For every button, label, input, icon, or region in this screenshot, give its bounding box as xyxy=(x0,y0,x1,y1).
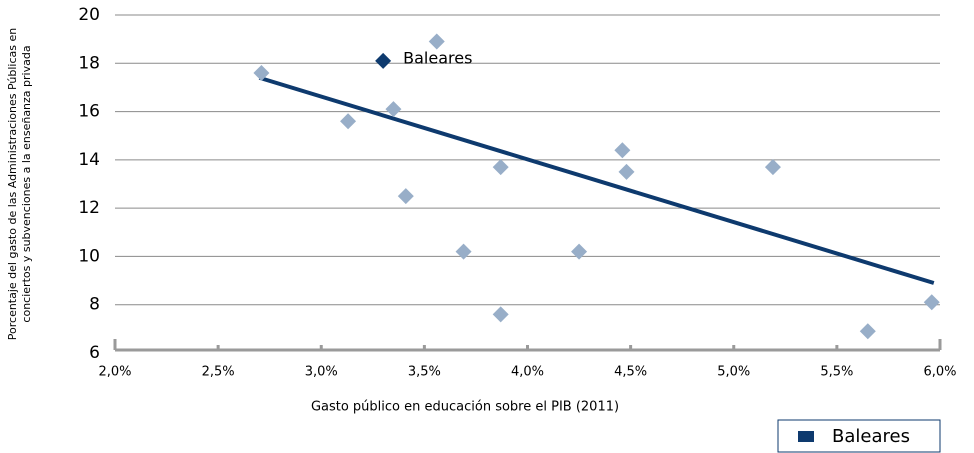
y-tick-label: 18 xyxy=(78,53,100,73)
point xyxy=(397,188,414,205)
trendline xyxy=(258,75,935,285)
point xyxy=(571,243,588,260)
point xyxy=(385,101,402,118)
point xyxy=(340,113,357,130)
y-tick-label: 10 xyxy=(78,246,100,266)
point xyxy=(618,163,635,180)
point xyxy=(492,159,509,176)
point xyxy=(923,294,940,311)
x-tick-label: 2,5% xyxy=(202,365,235,380)
x-tick-label: 6,0% xyxy=(923,365,956,380)
point xyxy=(253,64,270,81)
point xyxy=(764,159,781,176)
point xyxy=(455,243,472,260)
x-tick-label: 3,5% xyxy=(408,365,441,380)
y-tick-label: 6 xyxy=(89,343,100,363)
x-tick-label: 4,5% xyxy=(614,365,647,380)
point xyxy=(492,306,509,323)
x-tick-label: 3,0% xyxy=(305,365,338,380)
y-axis-label: Porcentaje del gasto de las Administraci… xyxy=(6,28,19,340)
point xyxy=(614,142,631,159)
point xyxy=(375,52,392,69)
x-tick-label: 5,0% xyxy=(717,365,750,380)
point-label: Baleares xyxy=(403,48,472,67)
point xyxy=(859,323,876,340)
x-axis-label: Gasto público en educación sobre el PIB … xyxy=(311,400,619,415)
point xyxy=(428,33,445,50)
y-tick-label: 12 xyxy=(78,198,100,218)
y-tick-label: 20 xyxy=(78,5,100,25)
y-tick-label: 16 xyxy=(78,102,100,122)
x-tick-label: 5,5% xyxy=(820,365,853,380)
x-tick-label: 2,0% xyxy=(98,365,131,380)
legend-swatch xyxy=(798,431,814,442)
x-tick-label: 4,0% xyxy=(511,365,544,380)
legend-label: Baleares xyxy=(832,426,910,447)
legend-box xyxy=(777,419,941,453)
y-tick-label: 8 xyxy=(89,295,100,315)
y-axis-label: conciertos y subvenciones a la enseñanza… xyxy=(20,45,33,322)
y-tick-label: 14 xyxy=(78,150,100,170)
